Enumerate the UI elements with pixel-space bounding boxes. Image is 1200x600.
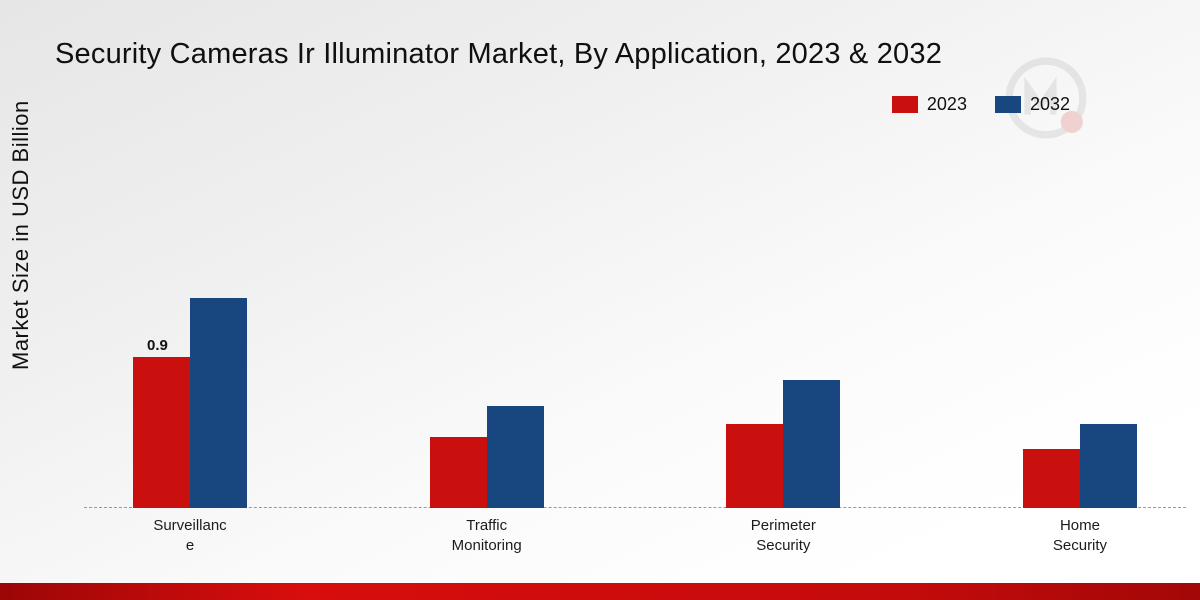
legend-label-2023: 2023: [926, 94, 967, 114]
bar-wrap: [1079, 424, 1137, 508]
bar-wrap: [190, 298, 247, 508]
bar-2032-home-security: [1079, 424, 1137, 508]
bar-2023-surveillance: [133, 357, 190, 508]
legend: 2023 2032: [878, 94, 1070, 115]
category-label: Traffic Monitoring: [451, 517, 522, 555]
bar-2032-traffic-monitoring: [486, 406, 544, 508]
bar-2032-perimeter-security: [783, 380, 841, 508]
bar-group: 0.9 Surveillanc e: [133, 128, 247, 554]
bar-wrap: [1022, 449, 1080, 508]
category-label: Home Security: [1052, 517, 1108, 555]
bar-wrap: 0.9: [133, 337, 190, 508]
bar-wrap: [783, 380, 841, 508]
bar-2023-home-security: [1022, 449, 1080, 508]
category-label: Perimeter Security: [750, 517, 816, 555]
bar-wrap: [726, 424, 784, 508]
bar-wrap: [429, 437, 487, 508]
bar-2032-surveillance: [190, 298, 247, 508]
bar-wrap: [486, 406, 544, 508]
x-axis-line: [84, 507, 1186, 508]
y-axis-label: Market Size in USD Billion: [8, 100, 33, 370]
legend-label-2032: 2032: [1029, 94, 1070, 114]
category-label: Surveillanc e: [153, 517, 227, 555]
chart-title: Security Cameras Ir Illuminator Market, …: [55, 38, 943, 70]
legend-entry-2032: 2032: [994, 94, 1070, 115]
legend-swatch-2023: [891, 96, 918, 113]
bar-value-label: 0.9: [147, 337, 168, 354]
footer-red-band: [0, 583, 1200, 600]
bar-2023-traffic-monitoring: [429, 437, 487, 508]
plot-area: 0.9 Surveillanc e Traffic Monitoring Perimete…: [84, 128, 1186, 554]
bar-2023-perimeter-security: [726, 424, 784, 508]
bar-group: Perimeter Security: [726, 128, 841, 554]
legend-swatch-2032: [994, 96, 1021, 113]
bar-group: Traffic Monitoring: [429, 128, 544, 554]
legend-entry-2023: 2023: [891, 94, 967, 115]
bar-group: Home Security: [1022, 128, 1137, 554]
